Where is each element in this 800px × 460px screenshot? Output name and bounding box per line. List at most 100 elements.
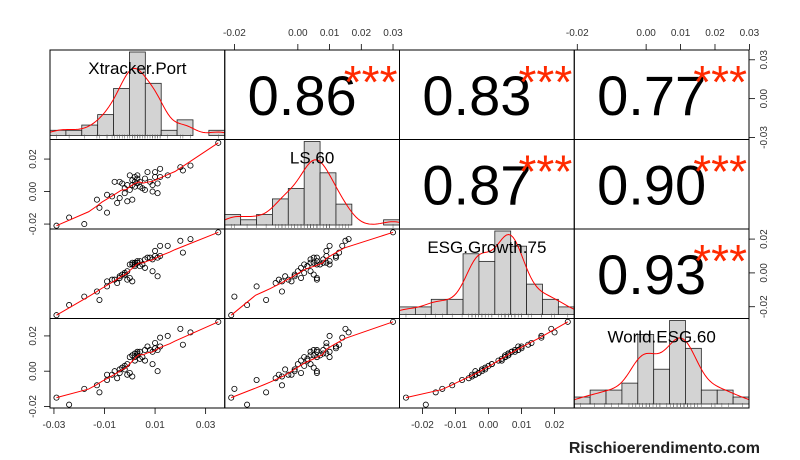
scatter-point	[215, 139, 222, 146]
density-curve	[574, 337, 750, 401]
scatter-point	[228, 312, 235, 319]
scatter-point	[228, 394, 235, 401]
scatter-point	[124, 198, 131, 205]
scatter-point	[502, 354, 509, 361]
scatter-point	[244, 401, 251, 408]
axis-tick-label: 0.01	[320, 28, 340, 39]
scatter-point	[307, 348, 314, 355]
scatter-point	[488, 361, 495, 368]
scatter-point	[187, 162, 194, 169]
scatter-point	[126, 172, 133, 179]
scatter-point	[313, 276, 320, 283]
scatter-point	[152, 173, 159, 180]
scatter-point	[154, 180, 161, 187]
scatter-point	[326, 261, 333, 268]
scatter-point	[345, 236, 352, 243]
scatter-point	[149, 268, 156, 275]
fit-line	[405, 321, 569, 399]
scatter-point	[332, 252, 339, 259]
panel-3-3: World.ESG.60	[573, 318, 750, 409]
scatter-point	[129, 196, 136, 203]
scatter-point	[152, 247, 159, 254]
scatter-point	[310, 271, 317, 278]
scatter-point	[282, 273, 289, 280]
histogram-bar	[272, 198, 289, 226]
scatter-point	[187, 236, 194, 243]
axis-tick-label: 0.01	[145, 420, 165, 431]
scatter-point	[313, 258, 320, 265]
scatter-point	[307, 259, 314, 266]
scatter-point	[121, 190, 128, 197]
scatter-point	[518, 343, 525, 350]
scatter-point	[390, 318, 397, 325]
scatter-point	[253, 283, 260, 290]
panel-3-2	[399, 318, 575, 409]
correlation-value: 0.77	[597, 64, 706, 127]
scatter-point	[275, 276, 282, 283]
scatter-point	[285, 276, 292, 283]
correlation-value: 0.90	[597, 153, 706, 216]
axis-tick-label: 0.00	[288, 28, 308, 39]
scatter-point	[298, 369, 305, 376]
scatter-point	[342, 237, 349, 244]
scatter-point	[320, 350, 327, 357]
scatter-point	[313, 274, 320, 281]
fit-line	[56, 142, 219, 227]
histogram-bar	[319, 172, 337, 226]
fit-line	[230, 231, 394, 316]
panel-3-1	[224, 318, 400, 409]
scatter-point	[505, 350, 512, 357]
scatter-point	[141, 175, 148, 182]
axis-tick-label: 0.00	[759, 263, 770, 283]
scatter-point	[179, 249, 186, 256]
scatter-point	[104, 209, 111, 216]
scatter-point	[332, 254, 339, 261]
scatter-point	[323, 247, 330, 254]
variable-name: LS.60	[290, 149, 334, 168]
panel-border	[224, 318, 400, 409]
panel-1-1: LS.60	[224, 139, 400, 230]
significance-stars: ***	[693, 235, 747, 287]
scatter-point	[154, 368, 161, 375]
panels: Xtracker.Port 0.86*** 0.83*** 0.77***LS.60 0…	[49, 49, 750, 409]
scatter-point	[93, 382, 100, 389]
scatter-point	[298, 264, 305, 271]
scatter-point	[114, 375, 121, 382]
scatter-point	[111, 368, 118, 375]
axis-tick-label: 0.00	[479, 420, 499, 431]
density-curve	[399, 234, 575, 312]
panel-2-2: ESG.Growth.75	[399, 228, 575, 319]
scatter-point	[317, 352, 324, 359]
scatter-point	[323, 339, 330, 346]
panel-2-0	[49, 228, 226, 319]
scatter-point	[278, 382, 285, 389]
scatter-point	[104, 371, 111, 378]
histogram-bar	[335, 203, 353, 226]
histogram-bar	[240, 219, 257, 226]
scatter-point	[154, 273, 161, 280]
histogram-bar	[446, 298, 464, 315]
scatter-point	[96, 389, 103, 396]
histogram-bar	[510, 245, 527, 315]
axis-tick-label: 0.03	[740, 28, 760, 39]
scatter-point	[187, 329, 194, 336]
panel-border	[49, 228, 226, 319]
panel-1-3: 0.90***	[573, 139, 750, 230]
histogram-bar	[81, 124, 99, 136]
scatter-point	[301, 354, 308, 361]
histogram-bar	[526, 283, 543, 315]
scatter-point	[93, 288, 100, 295]
histogram-bar	[160, 129, 178, 136]
panel-border	[573, 318, 750, 409]
scatter-point	[390, 229, 397, 236]
scatter-point	[505, 352, 512, 359]
scatter-point	[215, 318, 222, 325]
scatter-point	[149, 188, 156, 195]
histogram-bar	[605, 389, 623, 405]
scatter-point	[129, 278, 136, 285]
scatter-point	[144, 343, 151, 350]
axis-tick-label: -0.02	[411, 420, 434, 431]
watermark: Rischioerendimento.com	[569, 440, 760, 457]
scatter-point	[275, 371, 282, 378]
axis-tick-label: 0.01	[512, 420, 532, 431]
